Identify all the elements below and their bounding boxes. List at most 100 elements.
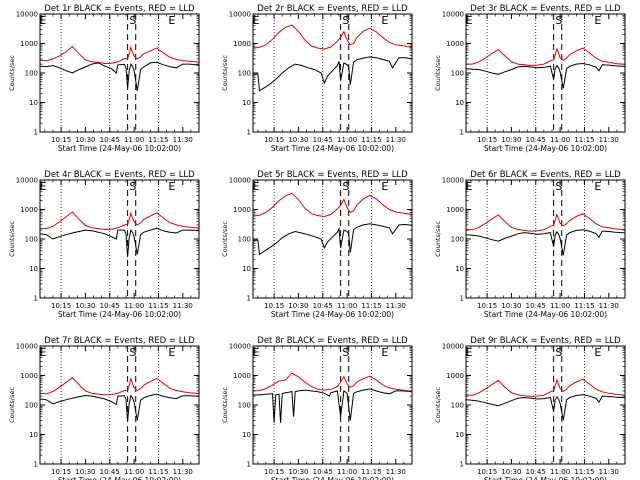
event-marker-e: E	[381, 346, 388, 359]
x-tick-label: 11:00	[550, 468, 570, 476]
y-tick-label: 1000	[446, 40, 464, 48]
events-series-line	[466, 394, 625, 421]
x-tick-label: 10:15	[264, 136, 284, 144]
x-tick-label: 10:15	[477, 302, 497, 310]
panel-1: Det 1r BLACK = Events, RED = LLD 1 10 100 10…	[8, 4, 200, 153]
event-marker-e: E	[594, 14, 601, 27]
x-tick-label: 10:30	[75, 468, 95, 476]
y-tick-label: 1000	[233, 206, 251, 214]
y-tick-label: 100	[238, 402, 251, 410]
y-tick-label: 10000	[229, 11, 251, 19]
y-tick-label: 100	[25, 402, 38, 410]
x-tick-label: 10:30	[288, 302, 308, 310]
x-tick-label: 11:15	[361, 302, 381, 310]
y-tick-label: 100	[25, 236, 38, 244]
y-tick-label: 1000	[233, 372, 251, 380]
panel-3: Det 3r BLACK = Events, RED = LLD 1 10 100 10…	[434, 4, 626, 153]
y-tick-label: 100	[238, 236, 251, 244]
x-tick-label: 10:30	[501, 136, 521, 144]
y-axis-label: Counts/sec	[434, 387, 442, 423]
panel-title: Det 2r BLACK = Events, RED = LLD	[257, 4, 408, 14]
y-axis-label: Counts/sec	[8, 221, 16, 257]
x-axis-label: Start Time (24-May-06 10:02:00)	[484, 310, 607, 319]
y-tick-label: 1000	[20, 40, 38, 48]
y-tick-label: 10	[455, 431, 464, 439]
x-tick-label: 10:15	[51, 302, 71, 310]
event-marker-e: E	[40, 346, 47, 359]
panel-4: Det 4r BLACK = Events, RED = LLD 1 10 100 10…	[8, 170, 200, 319]
x-axis-label: Start Time (24-May-06 10:02:00)	[271, 310, 394, 319]
x-tick-label: 11:00	[337, 136, 357, 144]
y-axis-label: Counts/sec	[221, 387, 229, 423]
x-tick-label: 11:00	[550, 136, 570, 144]
y-tick-label: 1	[247, 461, 251, 469]
x-tick-label: 11:00	[337, 468, 357, 476]
x-tick-label: 10:45	[313, 136, 333, 144]
x-axis-label: Start Time (24-May-06 10:02:00)	[58, 310, 181, 319]
y-axis-label: Counts/sec	[8, 387, 16, 423]
x-tick-label: 10:45	[100, 468, 120, 476]
event-marker-s: S	[555, 180, 562, 193]
x-axis-label: Start Time (24-May-06 10:02:00)	[271, 144, 394, 153]
panel-title: Det 7r BLACK = Events, RED = LLD	[44, 336, 195, 346]
x-tick-label: 10:45	[100, 302, 120, 310]
x-tick-label: 11:30	[386, 302, 406, 310]
x-tick-label: 11:00	[124, 468, 144, 476]
lld-series-line	[40, 376, 199, 396]
x-tick-label: 11:15	[574, 136, 594, 144]
y-tick-label: 10	[242, 431, 251, 439]
lld-series-line	[466, 213, 625, 232]
y-tick-label: 10000	[229, 177, 251, 185]
x-tick-label: 11:30	[173, 136, 193, 144]
event-marker-s: S	[342, 180, 349, 193]
panel-6: Det 6r BLACK = Events, RED = LLD 1 10 100 10…	[434, 170, 626, 319]
y-tick-label: 1	[247, 129, 251, 137]
event-marker-e: E	[594, 180, 601, 193]
event-marker-e: E	[40, 180, 47, 193]
x-tick-label: 10:45	[313, 302, 333, 310]
x-tick-label: 10:45	[526, 136, 546, 144]
x-axis-label: Start Time (24-May-06 10:02:00)	[484, 144, 607, 153]
event-marker-s: S	[129, 180, 136, 193]
lld-series-line	[40, 211, 199, 231]
y-axis-label: Counts/sec	[221, 55, 229, 91]
y-tick-label: 10	[29, 431, 38, 439]
events-series-line	[40, 61, 199, 91]
event-marker-e: E	[253, 346, 260, 359]
x-tick-label: 11:00	[337, 302, 357, 310]
x-tick-label: 11:30	[599, 136, 619, 144]
x-tick-label: 10:15	[51, 136, 71, 144]
y-tick-label: 100	[238, 70, 251, 78]
event-marker-s: S	[342, 346, 349, 359]
x-tick-label: 10:15	[477, 136, 497, 144]
event-marker-e: E	[466, 346, 473, 359]
x-tick-label: 11:30	[386, 136, 406, 144]
x-tick-label: 11:15	[574, 302, 594, 310]
event-marker-e: E	[168, 14, 175, 27]
lld-series-line	[253, 24, 412, 50]
x-tick-label: 11:00	[550, 302, 570, 310]
y-tick-label: 10000	[229, 343, 251, 351]
x-axis-label: Start Time (24-May-06 10:02:00)	[58, 476, 181, 480]
x-tick-label: 11:30	[386, 468, 406, 476]
y-tick-label: 1000	[20, 372, 38, 380]
x-tick-label: 11:00	[124, 136, 144, 144]
event-marker-e: E	[253, 14, 260, 27]
y-tick-label: 1000	[446, 206, 464, 214]
x-tick-label: 10:30	[75, 302, 95, 310]
y-tick-label: 10000	[16, 11, 38, 19]
events-series-line	[40, 227, 199, 257]
panel-title: Det 8r BLACK = Events, RED = LLD	[257, 336, 408, 346]
event-marker-s: S	[129, 346, 136, 359]
y-tick-label: 10000	[16, 343, 38, 351]
y-tick-label: 1	[247, 295, 251, 303]
x-tick-label: 10:15	[477, 468, 497, 476]
event-marker-e: E	[168, 346, 175, 359]
y-axis-label: Counts/sec	[434, 221, 442, 257]
event-marker-e: E	[253, 180, 260, 193]
y-axis-label: Counts/sec	[8, 55, 16, 91]
panel-title: Det 6r BLACK = Events, RED = LLD	[470, 170, 621, 180]
event-marker-s: S	[555, 346, 562, 359]
y-tick-label: 10000	[442, 177, 464, 185]
event-marker-e: E	[466, 14, 473, 27]
